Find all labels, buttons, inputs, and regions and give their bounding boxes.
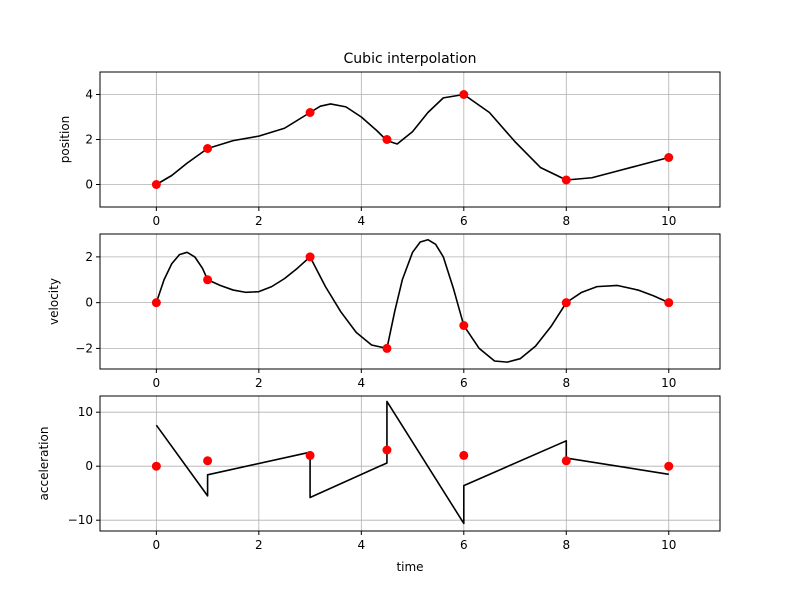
data-point (305, 108, 315, 117)
chart-title: Cubic interpolation (344, 51, 477, 67)
subplot-3: 0 2 4 6 8 10 −10 0 10 acceleration time (37, 395, 721, 574)
data-point (459, 90, 469, 99)
data-point (305, 252, 315, 262)
plot-area (151, 90, 674, 189)
data-point (561, 175, 571, 185)
x-tick-label: 6 (460, 538, 468, 552)
plot-area (151, 400, 674, 525)
y-tick-label: 10 (78, 405, 93, 419)
x-tick-label: 10 (661, 376, 676, 390)
x-tick-label: 6 (460, 376, 468, 390)
data-point (382, 135, 392, 144)
x-tick-label: 6 (460, 214, 468, 228)
series-line (155, 238, 670, 363)
data-point (459, 450, 469, 460)
data-point (151, 180, 161, 189)
y-tick-label: 0 (85, 178, 93, 192)
y-axis-label: position (58, 116, 72, 164)
data-point (382, 343, 392, 353)
axes-frame (99, 395, 721, 532)
x-tick-label: 10 (661, 538, 676, 552)
x-tick-label: 0 (153, 538, 161, 552)
plot-area (151, 238, 674, 363)
y-tick-label: 2 (85, 133, 93, 147)
data-point (305, 450, 315, 460)
x-tick-label: 2 (255, 214, 263, 228)
y-tick-label: 0 (85, 459, 93, 473)
y-tick-label: 2 (85, 250, 93, 264)
x-tick-label: 4 (358, 376, 366, 390)
y-tick-label: −10 (68, 513, 93, 527)
data-point (382, 445, 392, 455)
x-tick-label: 8 (562, 214, 570, 228)
axes-frame (99, 233, 721, 370)
x-tick-label: 8 (562, 538, 570, 552)
data-point (664, 461, 674, 471)
y-axis-label: acceleration (37, 427, 51, 501)
data-point (561, 456, 571, 466)
x-tick-label: 0 (153, 376, 161, 390)
data-point (203, 144, 213, 153)
data-point (561, 298, 571, 308)
data-point (151, 298, 161, 308)
x-tick-label: 4 (358, 214, 366, 228)
x-tick-label: 4 (358, 538, 366, 552)
data-point (203, 456, 213, 466)
data-point (664, 153, 674, 162)
x-axis-label: time (396, 560, 423, 574)
x-tick-label: 0 (153, 214, 161, 228)
x-tick-label: 10 (661, 214, 676, 228)
y-axis-label: velocity (47, 278, 61, 325)
x-tick-label: 8 (562, 376, 570, 390)
y-tick-label: 0 (85, 296, 93, 310)
data-point (203, 275, 213, 285)
y-tick-label: −2 (75, 341, 93, 355)
y-tick-label: 4 (85, 88, 93, 102)
series-line (155, 400, 669, 525)
data-point (459, 321, 469, 331)
subplot-2: 0 2 4 6 8 10 −2 0 2 velocity (47, 233, 721, 390)
x-tick-label: 2 (255, 376, 263, 390)
data-point (664, 298, 674, 308)
data-point (151, 461, 161, 471)
subplot-1: 0 2 4 6 8 10 0 2 4 position (58, 71, 721, 228)
x-tick-label: 2 (255, 538, 263, 552)
